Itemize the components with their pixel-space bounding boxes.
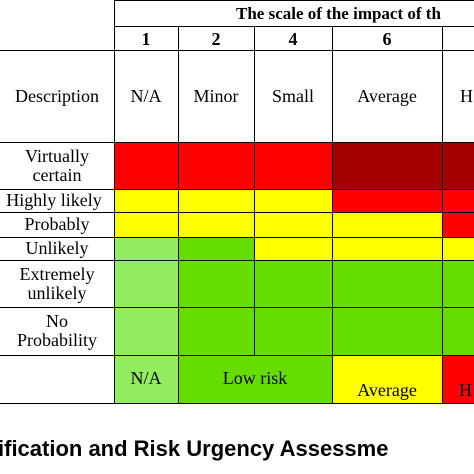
matrix-cell <box>332 260 442 307</box>
grid-line <box>0 237 474 238</box>
matrix-cell <box>442 142 474 189</box>
legend-na-label: N/A <box>130 367 162 388</box>
scale-number-4: 4 <box>288 28 298 49</box>
matrix-cell <box>114 212 178 237</box>
row-label-extremely-unlikely: Extremely unlikely <box>19 263 95 303</box>
scale-number-1: 1 <box>141 28 151 49</box>
matrix-cell <box>114 260 178 307</box>
matrix-cell <box>332 142 442 189</box>
matrix-cell <box>178 142 254 189</box>
impact-scale-title: The scale of the impact of th <box>236 4 441 23</box>
matrix-cell <box>114 189 178 212</box>
matrix-cell <box>114 307 178 355</box>
impact-average-header: Average <box>357 85 417 106</box>
figure-caption: ification and Risk Urgency Assessme <box>0 436 389 461</box>
legend-na-swatch <box>114 355 178 403</box>
matrix-cell <box>254 142 332 189</box>
matrix-cell <box>442 212 474 237</box>
grid-line <box>114 26 474 27</box>
matrix-cell <box>254 212 332 237</box>
matrix-cell <box>332 212 442 237</box>
matrix-cell <box>254 237 332 260</box>
matrix-cell <box>442 189 474 212</box>
matrix-cell <box>442 237 474 260</box>
grid-line <box>332 26 333 403</box>
matrix-cell <box>332 307 442 355</box>
legend-low-risk-label: Low risk <box>222 367 288 388</box>
row-label-highly-likely: Highly likely <box>6 190 102 211</box>
grid-line <box>442 26 443 403</box>
matrix-cell <box>254 260 332 307</box>
grid-line <box>0 189 474 190</box>
matrix-cell <box>442 307 474 355</box>
grid-line <box>254 26 255 355</box>
grid-line <box>0 355 474 356</box>
matrix-cell <box>114 142 178 189</box>
grid-line <box>114 0 115 403</box>
row-label-unlikely: Unlikely <box>25 238 89 259</box>
matrix-cell <box>442 260 474 307</box>
grid-line <box>0 50 474 51</box>
matrix-cell <box>332 237 442 260</box>
legend-high-swatch <box>442 355 474 403</box>
grid-line <box>0 142 474 143</box>
grid-line <box>0 260 474 261</box>
grid-line <box>178 26 179 355</box>
legend-average-label: Average <box>357 379 417 400</box>
row-label-probably: Probably <box>24 214 90 235</box>
row-label-virtually-certain: Virtually certain <box>25 145 89 185</box>
matrix-cell <box>178 260 254 307</box>
scale-number-6: 6 <box>382 28 392 49</box>
matrix-cell <box>332 189 442 212</box>
matrix-cell <box>178 189 254 212</box>
matrix-cell <box>178 307 254 355</box>
legend-low-risk-swatch <box>178 355 332 403</box>
scale-number-2: 2 <box>211 28 221 49</box>
matrix-cell <box>114 237 178 260</box>
description-header: Description <box>15 85 99 106</box>
matrix-cell <box>178 212 254 237</box>
grid-line <box>0 307 474 308</box>
grid-line <box>0 212 474 213</box>
impact-minor-header: Minor <box>193 85 239 106</box>
impact-na-header: N/A <box>130 85 162 106</box>
matrix-cell <box>254 307 332 355</box>
row-label-no-probability: No Probability <box>17 311 97 350</box>
grid-line <box>0 403 474 404</box>
matrix-cell <box>178 237 254 260</box>
grid-line <box>114 0 474 1</box>
grid-line <box>178 355 179 403</box>
legend-average-swatch <box>332 355 442 403</box>
impact-high-header: H <box>460 85 473 106</box>
matrix-cell <box>254 189 332 212</box>
impact-small-header: Small <box>271 85 314 106</box>
legend-high-label: H <box>459 379 472 400</box>
